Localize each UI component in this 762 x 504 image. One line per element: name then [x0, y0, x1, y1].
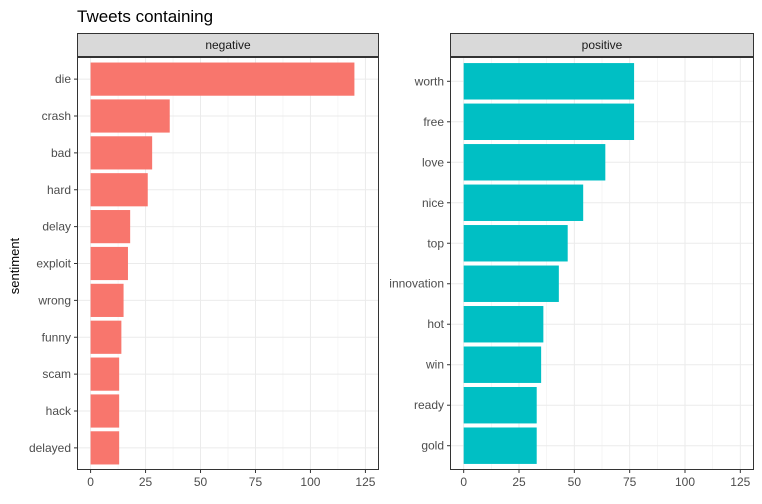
y-tick-label: innovation	[389, 277, 444, 291]
bar-free	[463, 103, 635, 141]
bar-bad	[90, 136, 153, 170]
bar-nice	[463, 184, 584, 221]
y-tick-label: exploit	[36, 257, 71, 271]
panel-border	[450, 57, 754, 470]
y-tick-label: hard	[47, 183, 71, 197]
bar-gold	[463, 427, 537, 464]
bar-ready	[463, 386, 537, 424]
x-tick-label: 50	[568, 475, 582, 489]
facet-strip	[450, 33, 754, 57]
x-tick-label: 25	[139, 475, 153, 489]
bar-hack	[90, 394, 120, 428]
x-tick-label: 25	[512, 475, 526, 489]
x-tick-label: 75	[249, 475, 263, 489]
x-tick-label: 0	[460, 475, 467, 489]
x-tick-label: 0	[87, 475, 94, 489]
y-tick-label: scam	[42, 367, 71, 381]
chart-title: Tweets containing	[77, 7, 213, 26]
y-tick-label: die	[55, 72, 71, 86]
y-tick-label: worth	[414, 74, 444, 88]
y-tick-label: hot	[427, 317, 444, 331]
bar-funny	[90, 320, 122, 354]
y-tick-label: gold	[421, 439, 444, 453]
bar-delay	[90, 210, 131, 244]
bar-die	[90, 62, 355, 96]
y-tick-label: wrong	[37, 293, 71, 307]
x-tick-label: 100	[675, 475, 695, 489]
bar-scam	[90, 357, 120, 391]
y-tick-label: funny	[42, 330, 71, 344]
panel-negative: negative die crash bad hard delay exploit wrong…	[29, 33, 379, 489]
bar-love	[463, 144, 606, 181]
facet-strip-label: positive	[582, 38, 623, 52]
bar-win	[463, 346, 542, 383]
y-axis-title: sentiment	[7, 237, 22, 294]
facet-panels: negative die crash bad hard delay exploit wrong…	[29, 33, 754, 489]
bar-hot	[463, 306, 544, 343]
x-tick-label: 125	[730, 475, 750, 489]
y-tick-label: free	[423, 115, 444, 129]
y-tick-label: crash	[42, 109, 71, 123]
bar-delayed	[90, 431, 120, 465]
bar-top	[463, 225, 568, 262]
bar-wrong	[90, 283, 124, 317]
y-tick-label: ready	[414, 398, 444, 412]
y-tick-label: bad	[51, 146, 71, 160]
y-tick-label: delay	[42, 220, 71, 234]
y-tick-label: love	[422, 155, 444, 169]
x-tick-label: 75	[623, 475, 637, 489]
y-tick-label: win	[425, 358, 444, 372]
panel-positive: positive worth free love nice top innovation ho…	[389, 33, 754, 489]
y-tick-label: top	[427, 236, 444, 250]
bar-hard	[90, 173, 148, 207]
x-tick-label: 125	[355, 475, 375, 489]
bar-worth	[463, 63, 635, 100]
facet-strip	[77, 33, 379, 57]
bar-exploit	[90, 246, 128, 281]
x-tick-label: 100	[300, 475, 320, 489]
facet-strip-label: negative	[205, 38, 251, 52]
bar-innovation	[463, 265, 559, 302]
x-tick-label: 50	[194, 475, 208, 489]
y-tick-label: nice	[422, 196, 444, 210]
y-tick-label: delayed	[29, 441, 71, 455]
y-tick-label: hack	[46, 404, 72, 418]
bar-crash	[90, 99, 170, 133]
panel-border	[77, 57, 379, 470]
